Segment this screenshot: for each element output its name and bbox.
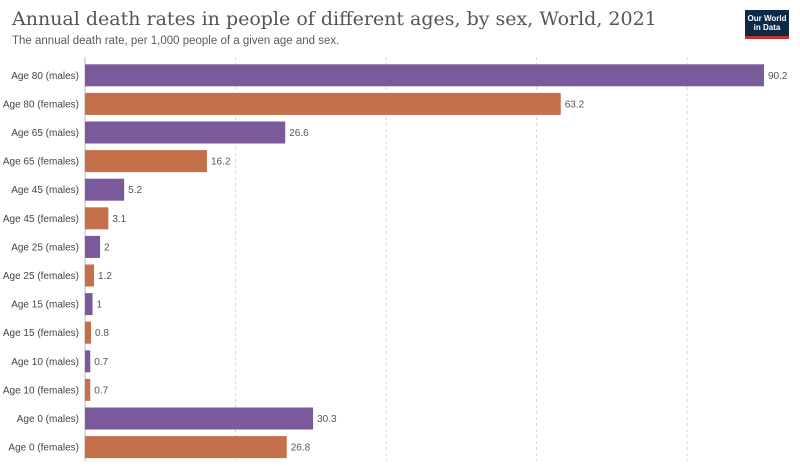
value-label: 2 — [104, 242, 110, 253]
logo-text: Our World in Data — [747, 14, 787, 32]
chart-subtitle: The annual death rate, per 1,000 people … — [12, 35, 340, 47]
category-label: Age 15 (females) — [3, 328, 79, 339]
value-label: 90.2 — [768, 71, 788, 82]
bar-females[interactable] — [85, 150, 207, 173]
bar-males[interactable] — [85, 407, 314, 430]
category-label: Age 0 (females) — [8, 443, 79, 454]
value-label: 26.6 — [289, 128, 309, 139]
category-label: Age 65 (males) — [11, 128, 79, 139]
value-label: 3.1 — [112, 214, 126, 225]
category-label: Age 10 (males) — [11, 357, 79, 368]
bar-females[interactable] — [85, 207, 109, 230]
bar-males[interactable] — [85, 64, 764, 87]
bar-females[interactable] — [85, 436, 287, 459]
value-label: 5.2 — [128, 185, 142, 196]
value-label: 63.2 — [565, 99, 585, 110]
category-label: Age 45 (males) — [11, 185, 79, 196]
owid-logo[interactable]: Our World in Data — [745, 10, 789, 39]
bar-males[interactable] — [85, 121, 286, 144]
value-label: 0.7 — [94, 357, 108, 368]
category-label: Age 25 (males) — [11, 242, 79, 253]
category-label: Age 15 (males) — [11, 300, 79, 311]
category-label: Age 10 (females) — [3, 385, 79, 396]
category-label: Age 80 (males) — [11, 71, 79, 82]
category-label: Age 80 (females) — [3, 99, 79, 110]
bar-males[interactable] — [85, 235, 101, 258]
value-label: 1 — [97, 300, 103, 311]
chart-title: Annual death rates in people of differen… — [12, 8, 657, 30]
bar-females[interactable] — [85, 321, 92, 344]
value-label: 16.2 — [211, 157, 231, 168]
category-label: Age 65 (females) — [3, 157, 79, 168]
value-label: 26.8 — [291, 443, 311, 454]
value-label: 30.3 — [317, 414, 337, 425]
bar-males[interactable] — [85, 178, 125, 201]
bar-males[interactable] — [85, 350, 91, 373]
category-label: Age 0 (males) — [17, 414, 79, 425]
value-label: 0.7 — [94, 385, 108, 396]
category-label: Age 25 (females) — [3, 271, 79, 282]
bar-males[interactable] — [85, 293, 93, 316]
value-label: 0.8 — [95, 328, 109, 339]
value-label: 1.2 — [98, 271, 112, 282]
bar-females[interactable] — [85, 264, 95, 287]
category-label: Age 45 (females) — [3, 214, 79, 225]
bar-females[interactable] — [85, 378, 91, 401]
bar-females[interactable] — [85, 92, 561, 115]
